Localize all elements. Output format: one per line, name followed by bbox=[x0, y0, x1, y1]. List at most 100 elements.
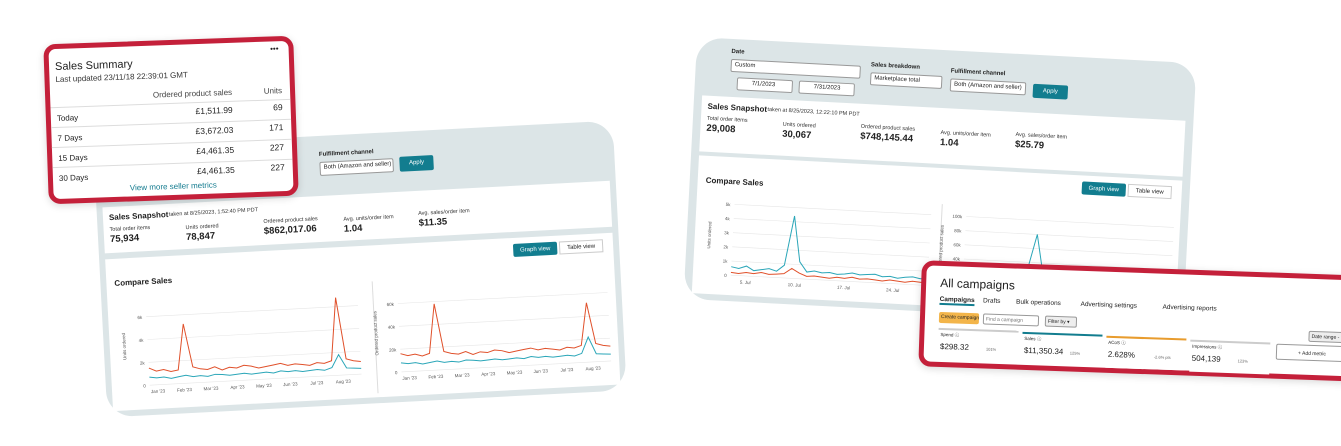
grid-line bbox=[147, 328, 360, 340]
start-date[interactable]: 7/1/2023 bbox=[736, 77, 794, 94]
metric-label: Avg. units/order item bbox=[343, 214, 394, 223]
metric-label: Sales ⓘ bbox=[1024, 335, 1042, 342]
row-units: 69 bbox=[272, 102, 283, 113]
x-tick-label: Jan '23 bbox=[151, 388, 166, 394]
x-tick-label: 24. Jul bbox=[886, 287, 900, 293]
search-box[interactable]: Find a campaign bbox=[982, 313, 1040, 327]
metric-box: Impressions ⓘ 504,139 123% bbox=[1189, 339, 1271, 375]
y-tick-label: 2k bbox=[140, 361, 146, 366]
y-tick-label: 0 bbox=[395, 370, 398, 375]
y-tick-label: 60k bbox=[387, 302, 395, 307]
filter-select[interactable]: Both (Amazon and seller) bbox=[949, 78, 1027, 96]
metric-value: 504,139 bbox=[1191, 353, 1221, 364]
series-line bbox=[148, 297, 361, 372]
row-sales: £4,461.35 bbox=[196, 144, 235, 157]
metric-change: 123% bbox=[1237, 358, 1248, 364]
row-divider bbox=[51, 118, 292, 129]
breakdown-select[interactable]: Marketplace total bbox=[869, 72, 943, 89]
metric-value: 75,934 bbox=[109, 232, 140, 246]
y-tick-label: 40k bbox=[953, 256, 961, 261]
metrics-link[interactable]: View more seller metrics bbox=[129, 180, 217, 193]
row-label: 15 Days bbox=[58, 152, 88, 163]
metric-value: $298.32 bbox=[939, 341, 970, 352]
chart-area: 0 2k 4k 6k Units ordered Jan '23 Feb '23 Mar '2… bbox=[121, 292, 612, 394]
apply-button[interactable]: Apply bbox=[1032, 83, 1069, 100]
y-tick-label: 5k bbox=[726, 202, 732, 207]
x-tick-label: Mar '23 bbox=[455, 372, 471, 378]
x-tick-label: 17. Jul bbox=[837, 285, 851, 291]
filter-button[interactable]: Filter by ▾ bbox=[1044, 315, 1078, 328]
metric-value: 1.04 bbox=[939, 136, 959, 149]
x-tick-label: Jun '23 bbox=[283, 381, 298, 387]
date-range[interactable]: Date range - L bbox=[1308, 330, 1341, 344]
filter-label: Fulfillment channel bbox=[950, 68, 1006, 78]
metric-change: -2.6% pts bbox=[1153, 354, 1171, 361]
row-label: 7 Days bbox=[57, 133, 83, 143]
grid-line bbox=[964, 244, 1173, 257]
filter-label: Fulfillment channel bbox=[318, 149, 374, 158]
menu-icon[interactable]: ••• bbox=[270, 44, 279, 54]
x-tick-label: May '23 bbox=[256, 383, 272, 389]
x-tick-label: 5. Jul bbox=[740, 280, 751, 286]
metric-value: $11.35 bbox=[418, 216, 448, 229]
date-select[interactable]: Custom bbox=[730, 58, 861, 79]
row-divider bbox=[51, 138, 292, 149]
grid-line bbox=[400, 337, 610, 350]
x-tick-label: Aug '23 bbox=[585, 366, 601, 372]
y-axis-label: Units ordered bbox=[121, 332, 127, 360]
metric-label: Total order items bbox=[109, 224, 151, 234]
metric-box: ACoS ⓘ 2.628% -2.6% pts bbox=[1105, 335, 1187, 371]
y-axis-label: Ordered product sales bbox=[937, 224, 944, 269]
metric-value: 29,008 bbox=[706, 122, 736, 136]
y-tick-label: 3k bbox=[724, 230, 730, 235]
x-tick-label: Feb '23 bbox=[177, 387, 193, 393]
y-tick-label: 2k bbox=[723, 244, 729, 249]
create-button[interactable]: Create campaign bbox=[938, 311, 979, 325]
metric-value: 1.04 bbox=[343, 222, 363, 235]
campaigns-card: All campaigns Campaigns Drafts Bulk operati… bbox=[918, 260, 1341, 382]
series-line bbox=[149, 353, 362, 379]
series-line bbox=[730, 267, 928, 284]
grid-line bbox=[730, 274, 928, 286]
x-tick-label: Jun '23 bbox=[533, 368, 548, 374]
x-tick-label: Mar '23 bbox=[203, 386, 219, 392]
tab[interactable]: Drafts bbox=[982, 297, 1001, 306]
tab[interactable]: Advertising reports bbox=[1162, 303, 1217, 313]
grid-line bbox=[397, 292, 608, 304]
grid-line bbox=[732, 246, 930, 258]
row-sales: £4,461.35 bbox=[196, 164, 235, 177]
x-tick-label: Jan '23 bbox=[402, 375, 417, 381]
grid-line bbox=[966, 216, 1174, 228]
row-divider bbox=[52, 158, 293, 169]
grid-line bbox=[731, 260, 929, 272]
metric-value: $862,017.06 bbox=[263, 223, 317, 237]
end-date[interactable]: 7/31/2023 bbox=[798, 80, 855, 97]
column-header: Units bbox=[263, 86, 283, 96]
card-title: Sales Summary bbox=[54, 58, 133, 74]
tab[interactable]: Advertising settings bbox=[1080, 300, 1138, 310]
series-line bbox=[731, 215, 928, 280]
left-dashboard: Fulfillment channel Both (Amazon and sell… bbox=[93, 120, 627, 418]
metric-value: $25.79 bbox=[1014, 138, 1045, 152]
x-tick-label: Feb '23 bbox=[428, 374, 444, 380]
add-metric[interactable]: + Add metric bbox=[1275, 343, 1341, 363]
snapshot-title: Sales Snapshot bbox=[707, 101, 768, 114]
grid-line bbox=[146, 305, 358, 317]
y-tick-label: 4k bbox=[725, 216, 731, 221]
compare-panel: Graph view Table view Compare Sales 0 2k 4k 6k… bbox=[105, 232, 621, 412]
y-tick-label: 60k bbox=[953, 242, 961, 247]
tab[interactable]: Campaigns bbox=[939, 295, 975, 307]
grid-line bbox=[733, 218, 931, 230]
row-units: 171 bbox=[268, 122, 284, 133]
metric-label: Spend ⓘ bbox=[940, 331, 960, 338]
x-tick-label: Apr '23 bbox=[230, 384, 245, 390]
tab[interactable]: Bulk operations bbox=[1015, 298, 1061, 308]
filter-select[interactable]: Both (Amazon and seller) bbox=[319, 158, 394, 176]
metric-value: 78,847 bbox=[185, 230, 216, 244]
grid-line bbox=[149, 373, 362, 386]
x-tick-label: Apr '23 bbox=[481, 371, 496, 377]
y-tick-label: 0 bbox=[724, 273, 727, 278]
row-divider bbox=[50, 98, 291, 109]
y-tick-label: 0 bbox=[143, 383, 146, 388]
apply-button[interactable]: Apply bbox=[399, 155, 434, 172]
